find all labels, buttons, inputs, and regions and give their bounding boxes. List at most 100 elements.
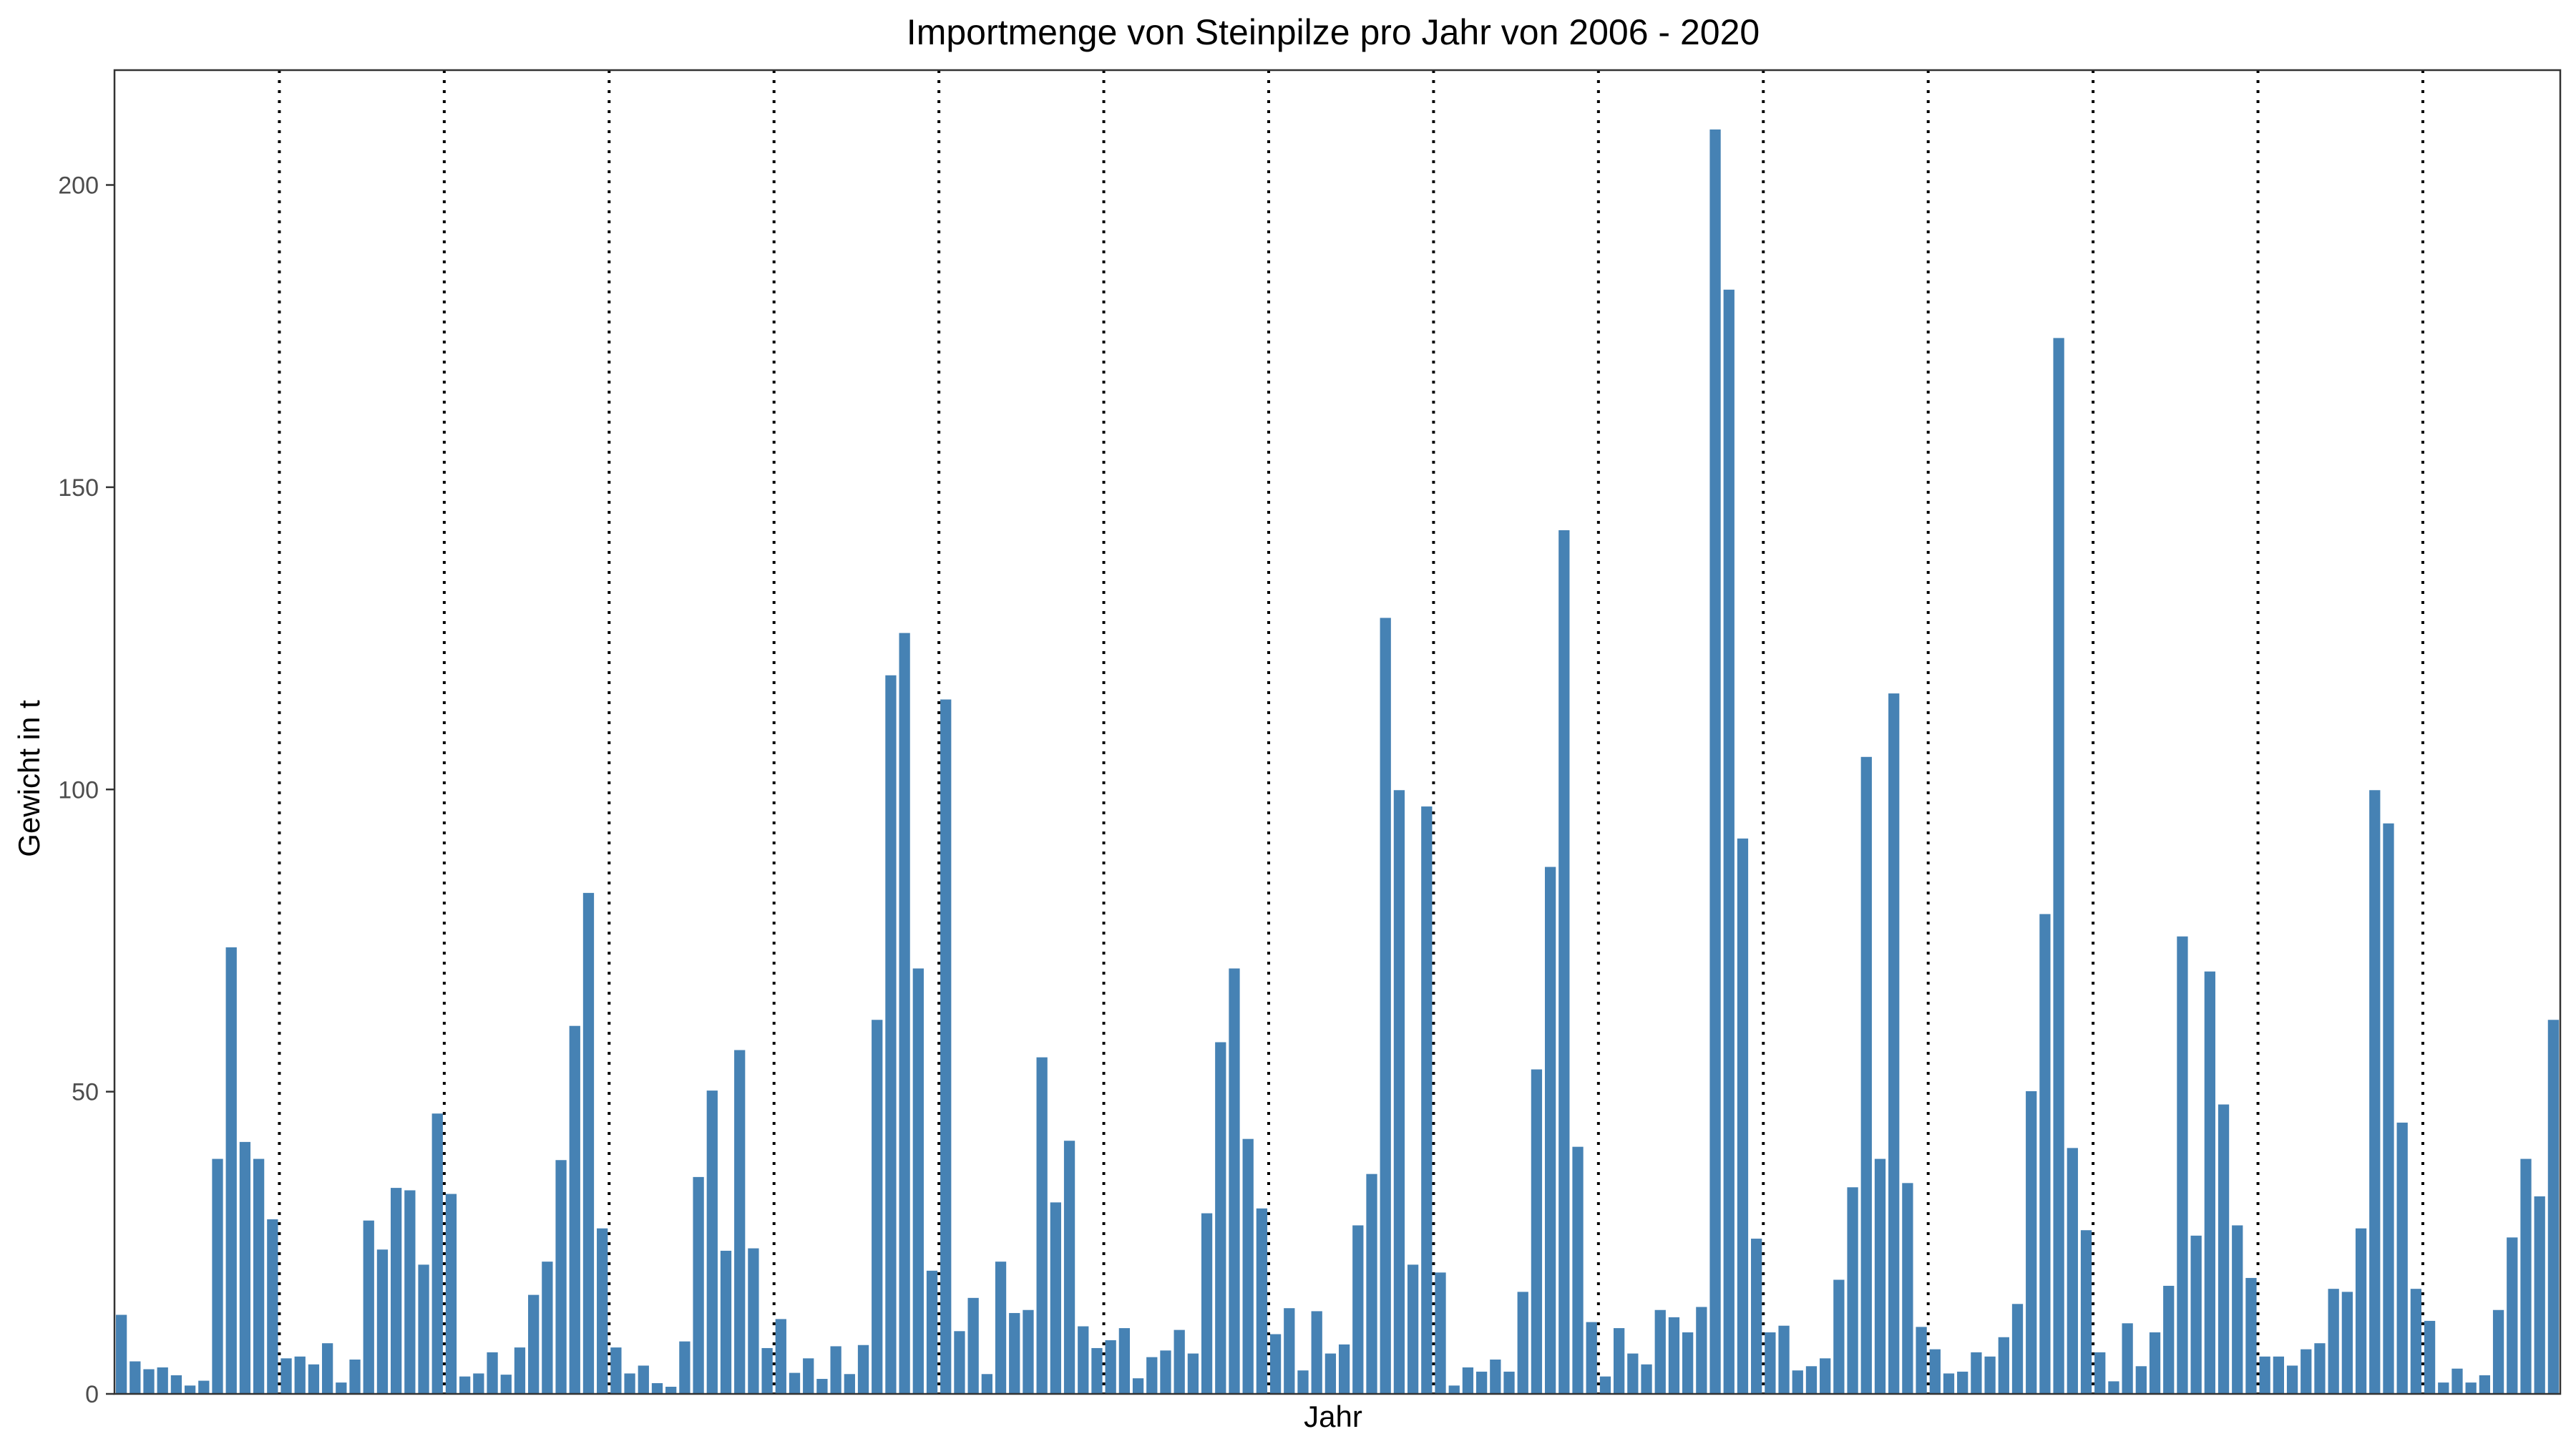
bar [2546,1018,2561,1395]
bar [1804,1365,1819,1395]
x-axis-label: Jahr [1304,1400,1362,1433]
bar [1021,1308,1035,1395]
bar [128,1360,142,1395]
bar [334,1381,348,1395]
bar [1516,1290,1530,1395]
bar [1790,1369,1805,1395]
bar [1887,692,1901,1395]
bar [2368,789,2382,1395]
bar [884,673,898,1395]
bar [1282,1307,1297,1395]
bar [1145,1355,1159,1395]
bar [512,1346,527,1395]
bar [1158,1349,1173,1395]
bar [2134,1365,2148,1395]
bar [472,1372,486,1395]
bar [1969,1350,1984,1395]
bar [155,1365,170,1395]
bar [1090,1346,1104,1395]
bar [1529,1068,1544,1395]
bar [1172,1328,1186,1395]
bar [733,1048,747,1395]
bar [705,1089,719,1395]
bar [1474,1370,1489,1395]
bar [774,1317,788,1395]
bar [1337,1342,1352,1395]
bar [980,1372,994,1395]
year-separators [278,70,2424,1394]
bar [2436,1381,2451,1395]
bar [2010,1302,2025,1395]
bar [320,1342,335,1395]
bar [1392,789,1407,1395]
bar [2271,1355,2285,1395]
bar [2422,1319,2437,1395]
bar [870,1018,884,1395]
bar [623,1372,637,1395]
bar [1735,836,1750,1395]
bar [2244,1276,2258,1395]
bar [1131,1377,1146,1395]
bar [1254,1206,1269,1395]
bar [2147,1330,2162,1395]
bar [746,1246,761,1395]
bar [911,967,925,1395]
bar [924,1269,940,1395]
bar [2450,1367,2464,1395]
bar [2464,1381,2478,1395]
y-axis: 0 50 100 150 200 [58,172,114,1408]
bar [1653,1308,1667,1395]
bar [966,1296,980,1395]
bar [1351,1224,1365,1395]
bar [2107,1380,2121,1395]
bar [2353,1226,2368,1395]
bar [1901,1181,1915,1395]
bar [1405,1263,1420,1395]
bar [197,1379,211,1395]
bar [2258,1355,2272,1395]
bar [1433,1271,1448,1395]
bar [1859,755,1873,1395]
bar [169,1373,184,1395]
bar [1667,1315,1682,1395]
bar [499,1373,513,1395]
bar [1186,1352,1201,1395]
bar [389,1186,404,1395]
bar [1956,1370,1970,1395]
bar [306,1362,321,1395]
bar [554,1158,568,1395]
bar [2395,1121,2409,1395]
bar [1763,1330,1777,1395]
bar [1914,1325,1928,1395]
bar [1378,616,1392,1395]
bar [2079,1229,2094,1395]
bar [1227,967,1241,1395]
bar [1103,1338,1118,1395]
bar [2038,912,2052,1395]
bar [760,1346,774,1395]
bar [238,1140,253,1395]
bar [1639,1362,1654,1395]
bar [2477,1373,2492,1395]
bar [2313,1342,2327,1395]
bar [1062,1139,1077,1395]
bar [2162,1284,2176,1395]
bar [1460,1365,1475,1395]
bar [1488,1358,1503,1395]
bar [678,1340,692,1395]
bar [403,1189,417,1395]
bar [897,631,912,1395]
bar [581,891,596,1395]
bar [1777,1324,1791,1395]
bar [1323,1352,1338,1395]
y-tick-label: 150 [58,474,99,502]
bar [361,1219,376,1395]
bar [540,1260,555,1395]
bar [2326,1287,2341,1395]
bar [210,1157,225,1395]
bar [224,945,238,1395]
bar [1750,1237,1764,1395]
y-tick-label: 200 [58,172,99,200]
bar [1035,1055,1049,1395]
bar [1076,1324,1091,1395]
